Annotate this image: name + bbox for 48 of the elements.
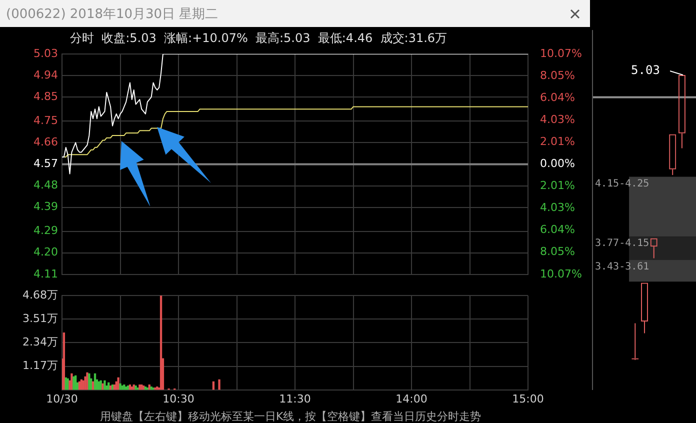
bar xyxy=(218,379,220,390)
band-label: 4.15-4.25 xyxy=(595,178,650,190)
text: 用键盘【左右键】移动光标至某一日K线，按【空格键】查看当日历史分时走势 xyxy=(100,409,482,423)
y2-tick-label: 8.05% xyxy=(540,68,575,82)
bar xyxy=(104,380,106,390)
y-tick-label: 1.17万 xyxy=(22,359,58,372)
bar xyxy=(117,377,120,390)
y2-tick-label: 0.00% xyxy=(540,157,575,170)
chart-title: (000622) 2018年10月30日 星期二 xyxy=(6,6,218,23)
x-tick-label: 14:00 xyxy=(396,392,428,406)
y-tick-label: 5.03 xyxy=(34,46,58,60)
bar xyxy=(94,373,96,390)
x-tick-label: 10/30 xyxy=(46,392,78,406)
bar xyxy=(70,373,73,390)
y-tick-label: 4.20 xyxy=(34,246,58,259)
band-label: 3.43-3.61 xyxy=(595,262,650,273)
y-tick-label: 3.51万 xyxy=(22,312,58,326)
y2-tick-label: 4.03% xyxy=(540,201,575,214)
y-tick-label: 4.11 xyxy=(34,267,58,280)
bar xyxy=(84,376,86,390)
annotation: 5.03 xyxy=(631,63,660,78)
y-tick-label: 4.57 xyxy=(34,157,58,170)
y-tick-label: 4.94 xyxy=(34,68,58,82)
y2-tick-label: 6.04% xyxy=(540,90,575,104)
bar xyxy=(74,375,77,390)
y-tick-label: 2.34万 xyxy=(22,336,58,349)
y-tick-label: 4.85 xyxy=(34,90,58,103)
y2-tick-label: 10.07% xyxy=(540,46,582,60)
y2-tick-label: 4.03% xyxy=(540,112,575,126)
x-tick-label: 11:30 xyxy=(279,392,311,406)
y-tick-label: 4.29 xyxy=(34,224,58,238)
y2-tick-label: 6.04% xyxy=(540,223,575,236)
y-tick-label: 4.48 xyxy=(34,178,58,192)
y2-tick-label: 8.05% xyxy=(540,245,575,258)
x-tick-label: 10:30 xyxy=(162,392,194,406)
y-tick-label: 4.39 xyxy=(34,200,58,214)
x-tick-label: 15:00 xyxy=(512,392,544,406)
y2-tick-label: 10.07% xyxy=(540,267,582,280)
y-tick-label: 4.68万 xyxy=(22,288,58,302)
y-tick-label: 4.75 xyxy=(34,114,58,127)
band-label: 3.77-4.15 xyxy=(595,238,650,250)
bar xyxy=(72,376,75,390)
bar xyxy=(160,296,162,390)
chart-subtitle: 分时 收盘:5.03 涨幅:+10.07% 最高:5.03 最低:4.46 成交:31.6万 xyxy=(70,30,448,47)
y-tick-label: 4.66 xyxy=(34,136,58,148)
y2-tick-label: 2.01% xyxy=(540,135,575,148)
bar xyxy=(62,332,66,390)
y2-tick-label: 2.01% xyxy=(540,179,575,192)
